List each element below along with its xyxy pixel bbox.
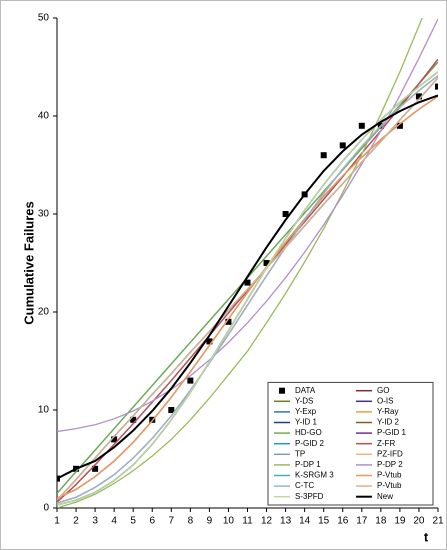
y-tick-label: 50 bbox=[38, 13, 50, 24]
legend-label: Y-ID 1 bbox=[295, 418, 317, 427]
legend-label: PZ-IFD bbox=[377, 449, 403, 458]
x-tick-label: 6 bbox=[149, 516, 155, 527]
legend-label: P-Vtub bbox=[377, 481, 402, 490]
legend-label: C-TC bbox=[295, 481, 314, 490]
legend-label: P-Vtub bbox=[377, 471, 402, 480]
x-tick-label: 2 bbox=[73, 516, 79, 527]
data-point bbox=[263, 260, 270, 266]
x-tick-label: 14 bbox=[299, 516, 311, 527]
x-tick-label: 11 bbox=[242, 516, 253, 527]
x-tick-label: 16 bbox=[337, 516, 349, 527]
legend: DATA GO Y-DS O-IS Y-Exp Y-Ray Y-ID 1 Y-ID 2 HD-G… bbox=[267, 381, 434, 506]
x-tick-label: 8 bbox=[188, 516, 194, 527]
series-line bbox=[57, 18, 438, 433]
legend-label: New bbox=[377, 492, 393, 501]
y-tick-label: 10 bbox=[38, 405, 50, 416]
data-point bbox=[282, 211, 289, 217]
data-point bbox=[168, 407, 175, 413]
data-point bbox=[111, 436, 118, 443]
legend-marker bbox=[279, 387, 285, 394]
legend-label: DATA bbox=[295, 386, 316, 395]
x-tick-label: 12 bbox=[261, 516, 273, 527]
legend-label: Z-FR bbox=[377, 439, 395, 448]
series-line bbox=[57, 58, 438, 503]
data-point bbox=[396, 122, 403, 129]
y-tick-label: 0 bbox=[43, 503, 49, 514]
x-tick-label: 17 bbox=[356, 516, 368, 527]
y-axis-label: Cumulative Failures bbox=[21, 201, 36, 325]
legend-label: TP bbox=[295, 449, 305, 458]
legend-label: Y-Ray bbox=[377, 407, 399, 416]
x-tick-label: 3 bbox=[92, 516, 98, 527]
x-tick-label: 9 bbox=[207, 516, 213, 527]
legend-label: P-GID 1 bbox=[377, 428, 406, 437]
data-point bbox=[187, 377, 194, 384]
x-tick-label: 5 bbox=[130, 516, 136, 527]
series-line bbox=[57, 95, 438, 499]
legend-label: S-3PFD bbox=[295, 492, 324, 501]
data-point bbox=[415, 93, 422, 100]
y-tick-label: 40 bbox=[38, 111, 50, 122]
legend-label: O-IS bbox=[377, 396, 393, 405]
legend-label: K-SRGM 3 bbox=[295, 471, 334, 480]
series-line bbox=[57, 77, 438, 501]
legend-label: HD-GO bbox=[295, 428, 322, 437]
legend-label: Y-ID 2 bbox=[377, 418, 399, 427]
plot-area bbox=[57, 18, 438, 508]
x-tick-label: 20 bbox=[413, 516, 425, 527]
data-point bbox=[320, 152, 327, 159]
legend-box bbox=[267, 381, 434, 506]
legend-label: P-DP 2 bbox=[377, 460, 403, 469]
y-tick-label: 30 bbox=[38, 209, 50, 220]
data-point bbox=[435, 83, 438, 90]
y-tick-label: 20 bbox=[38, 307, 50, 318]
x-tick-label: 7 bbox=[169, 516, 175, 527]
x-tick-label: 10 bbox=[223, 516, 235, 527]
legend-label: P-GID 2 bbox=[295, 439, 324, 448]
series-line bbox=[57, 75, 438, 504]
x-tick-label: 18 bbox=[375, 516, 387, 527]
data-point bbox=[358, 122, 365, 129]
x-tick-label: 21 bbox=[432, 516, 444, 527]
data-point bbox=[244, 279, 251, 286]
x-tick-label: 15 bbox=[318, 516, 330, 527]
x-tick-label: 13 bbox=[280, 516, 292, 527]
x-tick-label: 4 bbox=[111, 516, 117, 527]
legend-label: GO bbox=[377, 386, 389, 395]
data-point bbox=[206, 338, 213, 345]
x-tick-label: 1 bbox=[54, 516, 60, 527]
x-axis-label: t bbox=[424, 529, 429, 544]
legend-label: Y-Exp bbox=[295, 407, 317, 416]
series-line bbox=[57, 18, 423, 508]
data-point bbox=[130, 416, 137, 423]
legend-label: P-DP 1 bbox=[295, 460, 321, 469]
data-point bbox=[92, 465, 99, 472]
x-tick-label: 19 bbox=[394, 516, 406, 527]
legend-label: Y-DS bbox=[295, 396, 313, 405]
series-line bbox=[57, 94, 438, 480]
data-point bbox=[225, 318, 232, 325]
data-point bbox=[339, 142, 346, 149]
